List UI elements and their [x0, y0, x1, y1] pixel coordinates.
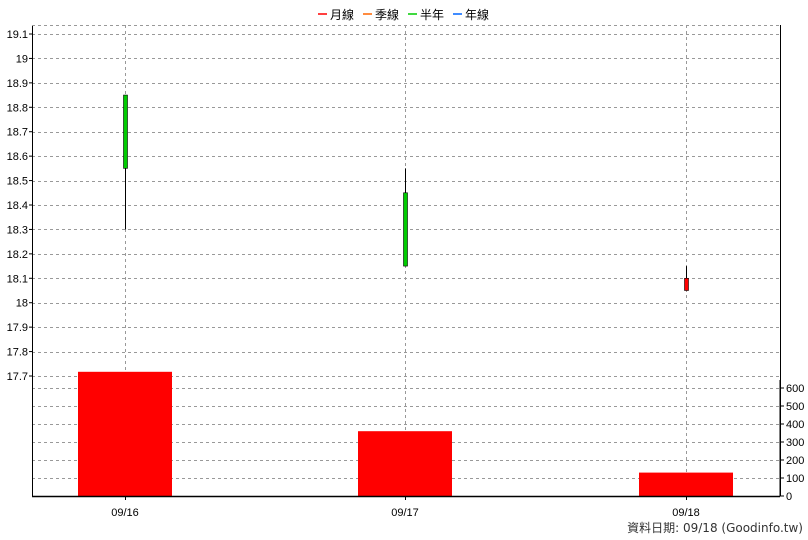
volume-tick-label: 500 — [786, 401, 804, 413]
date-tick-label: 09/17 — [391, 507, 419, 519]
date-axis: 09/16 09/17 09/18 — [111, 496, 700, 519]
volume-series — [78, 371, 733, 496]
price-tick-label: 18.7 — [7, 127, 28, 139]
legend-label-2: 季線 — [375, 7, 399, 22]
candle-body — [123, 94, 128, 169]
price-tick-label: 17.8 — [7, 347, 28, 359]
candle-body — [684, 277, 689, 291]
price-tick-label: 18.4 — [7, 200, 28, 212]
volume-bar — [78, 371, 172, 496]
volume-tick-label: 0 — [786, 491, 792, 503]
volume-tick-label: 600 — [786, 383, 804, 395]
candle-body — [403, 192, 408, 267]
price-tick-label: 17.9 — [7, 322, 28, 334]
chart-legend: 月線 季線 半年 年線 — [318, 7, 489, 22]
volume-tick-label: 300 — [786, 437, 804, 449]
price-tick-label: 18.9 — [7, 78, 28, 90]
volume-tick-label: 200 — [786, 455, 804, 467]
price-axis: 17.7 17.8 17.9 18 18.1 18.2 18.3 18.4 18.5 18.6 18… — [7, 29, 32, 383]
date-tick-label: 09/18 — [672, 507, 700, 519]
price-tick-label: 19.1 — [7, 29, 28, 41]
date-tick-label: 09/16 — [111, 507, 139, 519]
volume-bar — [639, 472, 733, 496]
price-tick-label: 18.5 — [7, 176, 28, 188]
plot-frame — [32, 25, 781, 498]
volume-axis: 0 100 200 300 400 500 600 — [779, 380, 804, 503]
volume-tick-label: 100 — [786, 473, 804, 485]
candlestick-series — [123, 94, 689, 291]
price-tick-label: 18.1 — [7, 273, 28, 285]
price-tick-label: 18 — [16, 298, 28, 310]
legend-label-1: 月線 — [330, 7, 354, 22]
price-tick-label: 18.2 — [7, 249, 28, 261]
price-tick-label: 18.3 — [7, 224, 28, 236]
legend-label-3: 半年 — [420, 8, 444, 22]
legend-label-4: 年線 — [465, 7, 489, 22]
price-tick-label: 18.8 — [7, 102, 28, 114]
price-tick-label: 19 — [16, 53, 28, 65]
price-tick-label: 17.7 — [7, 371, 28, 383]
price-tick-label: 18.6 — [7, 151, 28, 163]
data-date-footer: 資料日期: 09/18 (Goodinfo.tw) — [627, 521, 803, 535]
volume-tick-label: 400 — [786, 419, 804, 431]
volume-bar — [358, 431, 452, 496]
